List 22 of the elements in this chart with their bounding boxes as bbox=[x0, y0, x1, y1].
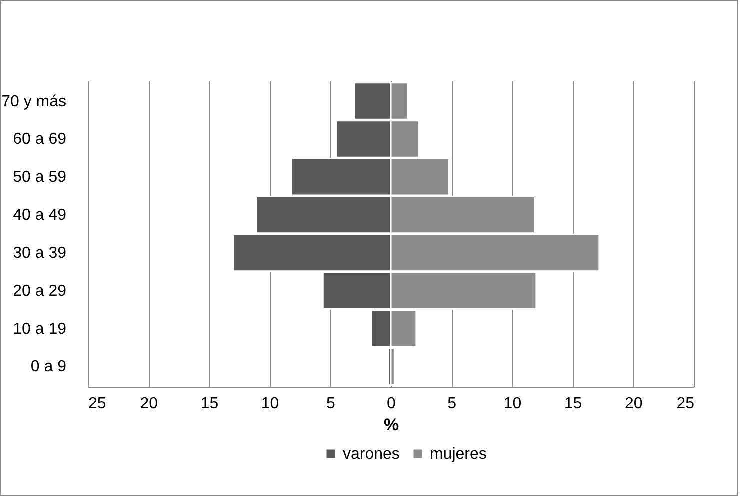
y-tick-label: 50 a 59 bbox=[13, 169, 67, 186]
y-tick-label: 40 a 49 bbox=[13, 207, 67, 224]
x-tick-label: 20 bbox=[625, 396, 643, 412]
x-tick-label: 10 bbox=[504, 396, 522, 412]
y-tick-label: 60 a 69 bbox=[13, 131, 67, 148]
y-tick-label: 10 a 19 bbox=[13, 320, 67, 338]
legend-label: mujeres bbox=[430, 446, 487, 463]
x-axis-title: % bbox=[384, 416, 400, 434]
x-tick-label: 15 bbox=[564, 396, 582, 412]
legend-label: varones bbox=[343, 446, 400, 463]
y-tick-label: 70 y más bbox=[2, 93, 66, 110]
y-tick-label: 30 a 39 bbox=[13, 244, 67, 262]
x-tick-label: 0 bbox=[387, 396, 396, 412]
x-tick-label: 25 bbox=[88, 396, 106, 412]
x-tick-label: 20 bbox=[140, 396, 158, 412]
y-tick-label: 20 a 29 bbox=[13, 282, 67, 300]
x-tick-label: 10 bbox=[261, 396, 280, 412]
x-tick-label: 5 bbox=[326, 396, 336, 412]
x-tick-label: 15 bbox=[200, 396, 219, 412]
y-tick-label: 0 a 9 bbox=[30, 358, 67, 376]
x-tick-label: 25 bbox=[676, 396, 695, 412]
x-tick-label: 5 bbox=[448, 396, 457, 412]
